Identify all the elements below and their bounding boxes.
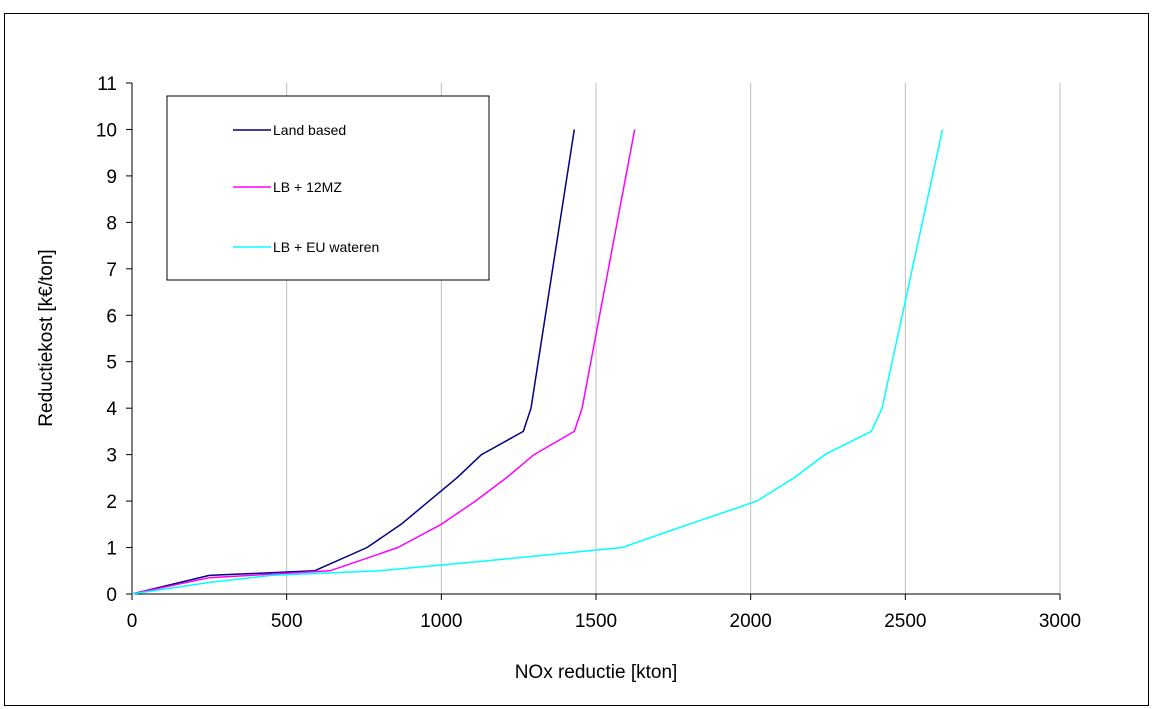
x-tick-label: 0 — [127, 611, 138, 632]
cropped-caption-strip — [0, 0, 1155, 6]
x-tick-label: 1500 — [575, 611, 617, 632]
legend-box — [166, 95, 490, 281]
x-tick-label: 500 — [271, 611, 303, 632]
x-tick-label: 2500 — [884, 611, 926, 632]
series-line-3 — [131, 129, 944, 595]
y-tick-label: 4 — [106, 399, 117, 420]
series-lines — [131, 129, 944, 595]
y-tick-label: 1 — [106, 539, 117, 560]
legend: Land based LB + 12MZ LB + EU wateren — [166, 95, 490, 281]
y-tick-label: 9 — [106, 167, 117, 188]
legend-label-1: Land based — [273, 122, 346, 138]
series-line-2 — [131, 129, 636, 595]
y-tick-label: 10 — [96, 120, 117, 141]
y-tick-label: 7 — [106, 260, 117, 281]
y-tick-label: 11 — [97, 74, 117, 95]
y-tick-label: 0 — [106, 585, 117, 606]
y-axis-title: Reductiekost [k€/ton] — [36, 249, 57, 426]
series-line-1 — [131, 129, 576, 595]
y-tick-label: 3 — [106, 446, 117, 467]
y-tick-label: 6 — [106, 306, 117, 327]
legend-label-2: LB + 12MZ — [273, 179, 342, 195]
x-axis-title: NOx reductie [kton] — [515, 662, 678, 683]
axes: 0 1 2 3 4 5 6 7 8 9 10 11 0 500 1000 1500 2000 2500 3000 — [96, 74, 1081, 632]
x-tick-label: 1000 — [420, 611, 462, 632]
y-tick-label: 2 — [106, 492, 117, 513]
chart-frame: 0 1 2 3 4 5 6 7 8 9 10 11 0 500 1000 1500 2000 2500 3000 L… — [4, 13, 1149, 706]
legend-label-3: LB + EU wateren — [273, 239, 379, 255]
x-tick-label: 2000 — [730, 611, 772, 632]
x-tick-label: 3000 — [1039, 611, 1081, 632]
chart: 0 1 2 3 4 5 6 7 8 9 10 11 0 500 1000 1500 2000 2500 3000 L… — [36, 74, 1081, 683]
y-tick-label: 5 — [106, 353, 117, 374]
y-tick-label: 8 — [106, 213, 117, 234]
